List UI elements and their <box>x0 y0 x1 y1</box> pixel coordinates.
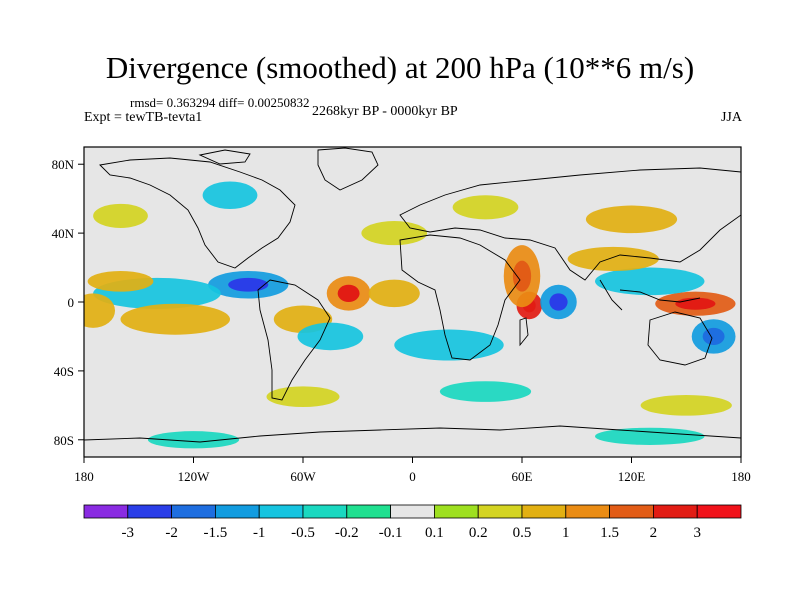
colorbar-swatch-4 <box>258 504 304 519</box>
colorbar-swatch-9 <box>477 504 523 519</box>
divergence-cell-21 <box>202 181 258 210</box>
divergence-cell-26 <box>595 427 705 445</box>
x-tick-label-5: 120E <box>618 469 646 484</box>
colorbar-swatch-5 <box>302 504 348 519</box>
colorbar-swatch-6 <box>346 504 391 519</box>
divergence-cell-16 <box>567 246 659 271</box>
colorbar-label-11: 1.5 <box>600 525 619 541</box>
y-tick-label-4: 80S <box>54 433 74 448</box>
coastlines <box>84 147 741 443</box>
divergence-cell-23 <box>439 381 532 402</box>
season-label: JJA <box>720 110 742 125</box>
colorbar-label-6: -0.1 <box>379 525 403 541</box>
colorbar-label-9: 0.5 <box>513 525 532 541</box>
divergence-core-11 <box>512 260 532 292</box>
colorbar-label-4: -0.5 <box>291 525 315 541</box>
colorbar-label-3: -1 <box>253 525 266 541</box>
divergence-core-15 <box>702 327 725 346</box>
divergence-cell-18 <box>361 221 428 246</box>
colorbar-swatch-14 <box>696 504 742 519</box>
colorbar-swatch-8 <box>433 504 479 519</box>
divergence-core-0 <box>228 277 269 292</box>
colorbar-label-13: 3 <box>693 525 701 541</box>
divergence-cell-3 <box>84 293 116 328</box>
y-tick-label-2: 0 <box>68 295 75 310</box>
x-tick-label-4: 60E <box>512 469 533 484</box>
x-tick-label-1: 120W <box>178 469 211 484</box>
divergence-cell-20 <box>93 203 148 228</box>
colorbar-swatch-13 <box>653 504 698 519</box>
divergence-cell-4 <box>120 303 230 335</box>
colorbar-swatch-10 <box>521 504 567 519</box>
y-tick-label-0: 80N <box>52 157 75 172</box>
colorbar-swatch-12 <box>609 504 654 519</box>
divergence-cell-7 <box>297 322 364 351</box>
colorbar-swatch-11 <box>565 504 610 519</box>
divergence-cell-25 <box>147 431 240 449</box>
divergence-core-13 <box>675 297 716 310</box>
divergence-core-6 <box>337 284 360 302</box>
divergence-cell-2 <box>87 271 154 292</box>
y-tick-label-3: 40S <box>54 364 74 379</box>
colorbar-label-1: -2 <box>165 525 178 541</box>
x-tick-label-3: 0 <box>409 469 416 484</box>
divergence-core-12 <box>549 293 568 311</box>
colorbar-swatch-1 <box>127 504 173 519</box>
colorbar-label-12: 2 <box>650 525 658 541</box>
divergence-cell-8 <box>368 279 420 308</box>
colorbar-swatch-0 <box>83 504 129 519</box>
divergence-cell-24 <box>640 395 732 416</box>
period-label: 2268kyr BP - 0000kyr BP <box>312 104 458 119</box>
colorbar-label-2: -1.5 <box>204 525 228 541</box>
colorbar-swatch-2 <box>171 504 216 519</box>
colorbar-label-0: -3 <box>122 525 135 541</box>
colorbar-label-7: 0.1 <box>425 525 444 541</box>
rmsd-diff-stats: rmsd= 0.363294 diff= 0.00250832 <box>130 95 310 110</box>
colorbar-label-8: 0.2 <box>469 525 488 541</box>
x-tick-label-6: 180 <box>731 469 751 484</box>
y-tick-label-1: 40N <box>52 226 75 241</box>
divergence-cell-19 <box>452 195 519 220</box>
x-tick-label-0: 180 <box>74 469 94 484</box>
divergence-cell-17 <box>585 205 678 234</box>
experiment-label: Expt = tewTB-tevta1 <box>84 110 203 125</box>
divergence-cell-22 <box>266 386 340 408</box>
colorbar-swatch-7 <box>390 504 435 519</box>
x-tick-label-2: 60W <box>290 469 316 484</box>
colorbar-swatch-3 <box>214 504 260 519</box>
chart-title: Divergence (smoothed) at 200 hPa (10**6 … <box>105 50 695 85</box>
divergence-cell-14 <box>595 267 705 296</box>
colorbar-label-5: -0.2 <box>335 525 359 541</box>
divergence-cell-9 <box>394 329 504 361</box>
colorbar-label-10: 1 <box>562 525 570 541</box>
